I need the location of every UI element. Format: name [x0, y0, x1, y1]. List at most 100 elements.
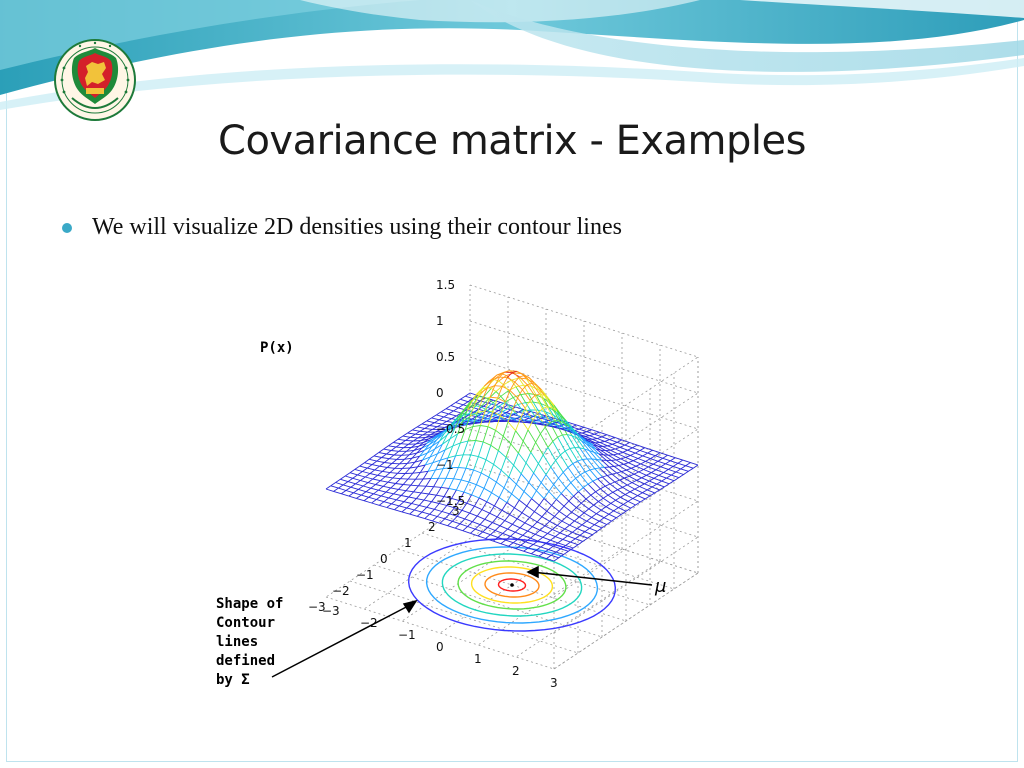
surface-mesh-segment — [632, 495, 638, 499]
surface-mesh-segment — [650, 455, 656, 459]
surface-mesh-segment — [358, 485, 364, 490]
surface-mesh-segment — [528, 544, 534, 549]
surface-mesh-segment — [448, 413, 457, 417]
surface-mesh-segment — [543, 552, 552, 556]
surface-mesh-segment — [429, 453, 438, 458]
surface-mesh-segment — [537, 536, 544, 542]
surface-mesh-segment — [599, 431, 607, 436]
surface-mesh-segment — [434, 422, 443, 425]
surface-mesh-segment — [628, 460, 634, 464]
surface-mesh-segment — [553, 417, 562, 421]
surface-mesh-segment — [572, 531, 581, 536]
surface-mesh-segment — [593, 444, 599, 447]
surface-mesh-segment — [374, 465, 380, 471]
surface-mesh-segment — [637, 458, 646, 462]
surface-mesh-segment — [391, 459, 398, 464]
surface-mesh-segment — [547, 441, 554, 448]
surface-mesh-segment — [365, 487, 372, 493]
surface-mesh-segment — [534, 529, 541, 535]
surface-mesh-segment — [497, 533, 504, 538]
surface-mesh-segment — [588, 450, 598, 460]
surface-mesh-segment — [639, 486, 648, 491]
surface-mesh-segment — [552, 542, 559, 547]
surface-mesh-segment — [408, 440, 414, 445]
surface-mesh-segment — [565, 545, 574, 549]
surface-mesh-segment — [450, 402, 456, 406]
surface-mesh-segment — [588, 508, 597, 515]
surface-mesh-segment — [615, 446, 621, 450]
surface-mesh-segment — [574, 534, 581, 540]
surface-mesh-segment — [624, 477, 633, 483]
surface-mesh-segment — [613, 465, 619, 467]
surface-mesh-segment — [644, 483, 653, 488]
surface-mesh-segment — [499, 414, 508, 419]
surface-mesh-segment — [590, 446, 600, 455]
surface-mesh-segment — [473, 456, 479, 471]
gaussian-surface-mesh — [325, 370, 699, 562]
surface-mesh-segment — [349, 469, 356, 474]
surface-mesh-segment — [677, 462, 686, 467]
surface-mesh-segment — [648, 466, 657, 471]
surface-mesh-segment — [449, 428, 456, 440]
surface-mesh-segment — [520, 413, 527, 418]
surface-mesh-segment — [538, 413, 547, 417]
surface-mesh-segment — [439, 433, 445, 442]
surface-mesh-segment — [557, 421, 566, 427]
surface-mesh-segment — [516, 512, 523, 520]
surface-mesh-segment — [436, 423, 443, 428]
surface-mesh-segment — [497, 536, 506, 541]
surface-mesh-segment — [546, 554, 552, 559]
surface-mesh-segment — [371, 502, 380, 506]
surface-mesh-segment — [460, 468, 467, 481]
surface-mesh-segment — [546, 558, 555, 562]
surface-mesh-segment — [382, 467, 388, 472]
surface-mesh-segment — [670, 457, 676, 462]
surface-mesh-segment — [424, 456, 431, 466]
surface-mesh-segment — [675, 471, 684, 475]
surface-mesh-segment — [425, 434, 431, 438]
surface-mesh-segment — [477, 410, 486, 413]
surface-mesh-segment — [615, 459, 624, 465]
surface-mesh-segment — [461, 502, 468, 511]
surface-mesh-segment — [610, 449, 619, 455]
surface-mesh-segment — [367, 478, 374, 483]
surface-mesh-segment — [642, 452, 648, 457]
surface-mesh-segment — [506, 375, 512, 381]
x-tick-label: −3 — [308, 600, 326, 614]
surface-mesh-segment — [511, 484, 517, 495]
surface-mesh-segment — [345, 486, 352, 491]
surface-mesh-segment — [491, 481, 497, 493]
surface-mesh-segment — [469, 512, 478, 517]
surface-mesh-segment — [410, 433, 416, 438]
surface-mesh-segment — [387, 477, 394, 483]
surface-mesh-segment — [524, 420, 530, 424]
surface-mesh-segment — [492, 411, 501, 417]
surface-mesh-segment — [523, 482, 530, 492]
surface-mesh-segment — [542, 447, 549, 456]
surface-mesh-segment — [362, 471, 371, 474]
surface-mesh-segment — [607, 491, 614, 496]
surface-mesh-segment — [457, 454, 464, 468]
surface-mesh-segment — [400, 440, 406, 445]
surface-mesh-segment — [383, 485, 391, 489]
surface-mesh-segment — [548, 406, 554, 416]
surface-mesh-segment — [536, 384, 542, 391]
surface-mesh-segment — [547, 421, 556, 425]
surface-mesh-segment — [359, 465, 368, 469]
surface-mesh-segment — [625, 456, 634, 462]
surface-mesh-segment — [496, 481, 505, 489]
surface-mesh-segment — [562, 472, 572, 483]
surface-mesh-segment — [523, 491, 532, 499]
surface-mesh-segment — [366, 464, 373, 469]
surface-mesh-segment — [620, 456, 626, 460]
header-wave-banner — [0, 0, 1024, 110]
surface-mesh-segment — [563, 500, 570, 507]
surface-mesh-segment — [668, 466, 674, 470]
surface-mesh-segment — [554, 425, 560, 428]
surface-mesh-segment — [637, 492, 643, 496]
surface-mesh-segment — [507, 528, 516, 533]
surface-mesh-segment — [624, 494, 634, 499]
surface-mesh-segment — [536, 490, 545, 499]
surface-mesh-segment — [597, 476, 603, 480]
surface-mesh-segment — [502, 532, 511, 537]
